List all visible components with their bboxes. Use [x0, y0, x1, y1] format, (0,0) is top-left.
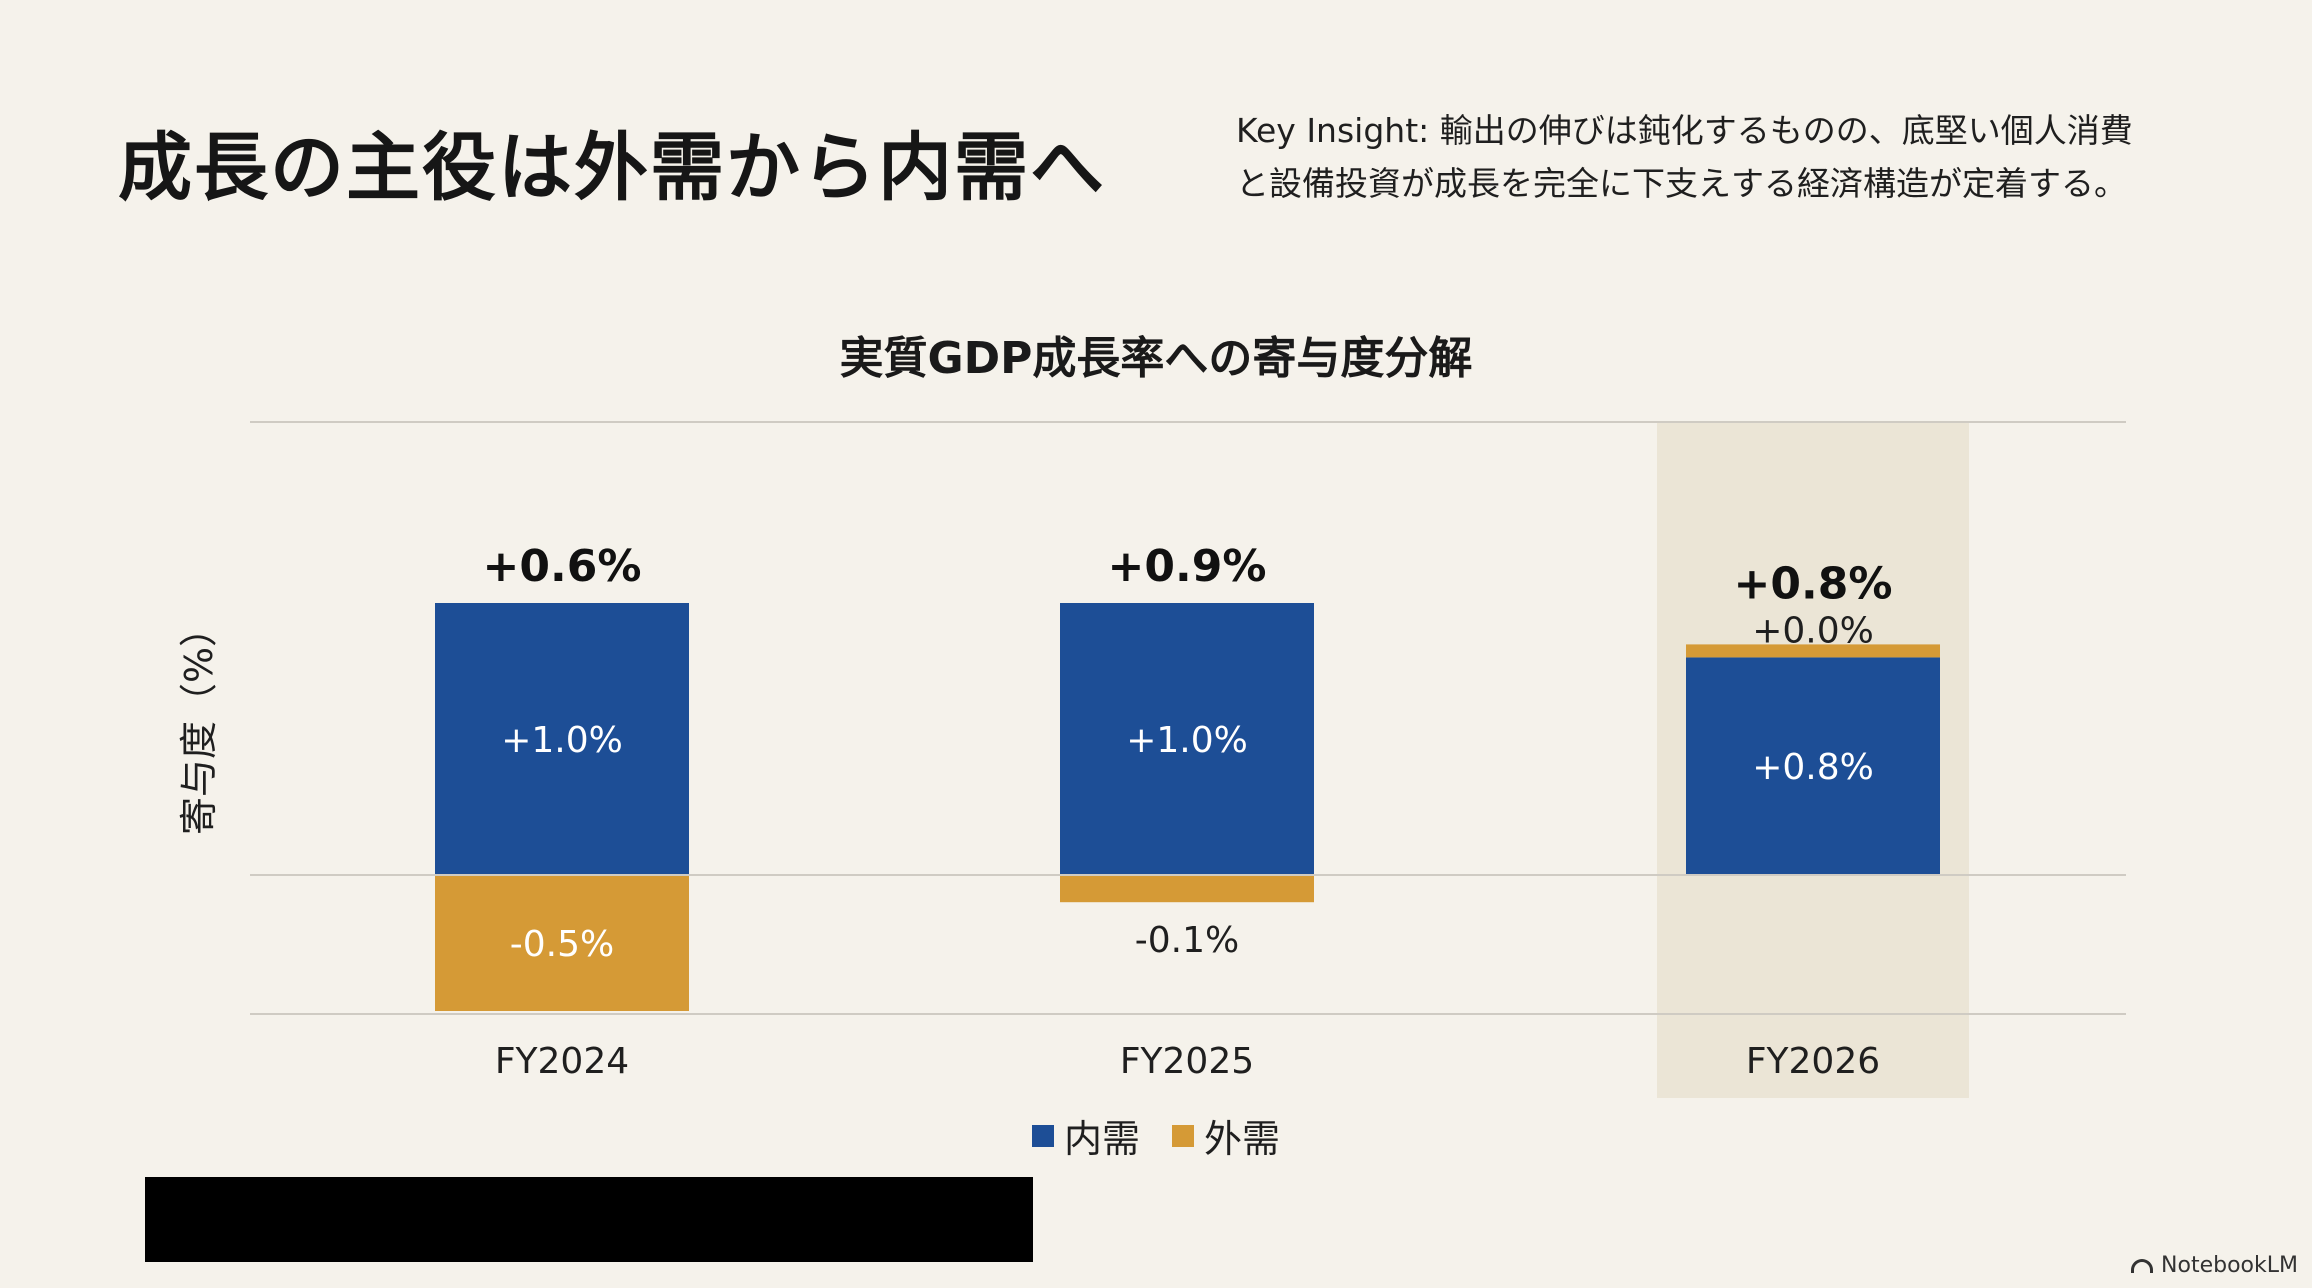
chart-legend: 内需 外需: [0, 1108, 2312, 1163]
data-label-external-fy2026: +0.0%: [1752, 610, 1874, 651]
data-label-domestic-fy2025: +1.0%: [1126, 720, 1248, 761]
redaction-block: [145, 1177, 1033, 1262]
data-label-domestic-fy2026: +0.8%: [1752, 747, 1874, 788]
x-tick-label-fy2024: FY2024: [495, 1041, 629, 1082]
notebooklm-logo-icon: [2131, 1258, 2154, 1273]
notebooklm-brand: NotebookLM: [2131, 1253, 2298, 1278]
key-insight-line-2: と設備投資が成長を完全に下支えする経済構造が定着する。: [1236, 164, 2127, 203]
chart-title: 実質GDP成長率への寄与度分解: [839, 333, 1473, 384]
key-insight-line-1: Key Insight: 輸出の伸びは鈍化するものの、底堅い個人消費: [1236, 111, 2133, 150]
x-tick-label-fy2026: FY2026: [1746, 1041, 1880, 1082]
slide-title: 成長の主役は外需から内需へ: [118, 125, 1106, 211]
total-label-fy2026: +0.8%: [1734, 558, 1893, 609]
legend-swatch-domestic: [1031, 1124, 1054, 1147]
total-label-fy2024: +0.6%: [483, 541, 642, 592]
y-axis-label: 寄与度（%）: [177, 609, 221, 835]
legend-item-external: 外需: [1172, 1108, 1280, 1163]
bar-domestic-fy2024: [435, 603, 689, 875]
bar-domestic-fy2025: [1060, 603, 1314, 875]
data-label-external-fy2025: -0.1%: [1135, 920, 1239, 961]
brand-label: NotebookLM: [2161, 1253, 2298, 1278]
bar-domestic-fy2026: [1686, 657, 1940, 875]
legend-label-external: 外需: [1204, 1117, 1281, 1161]
bar-external-fy2026: [1686, 644, 1940, 658]
bar-external-fy2024: [435, 875, 689, 1011]
data-label-external-fy2024: -0.5%: [510, 924, 614, 965]
legend-label-domestic: 内需: [1063, 1117, 1140, 1161]
key-insight: Key Insight: 輸出の伸びは鈍化するものの、底堅い個人消費 と設備投資…: [1236, 104, 2256, 210]
total-label-fy2025: +0.9%: [1108, 541, 1267, 592]
x-tick-label-fy2025: FY2025: [1120, 1041, 1254, 1082]
bar-external-fy2025: [1060, 875, 1314, 903]
data-label-domestic-fy2024: +1.0%: [501, 720, 623, 761]
legend-item-domestic: 内需: [1031, 1108, 1140, 1163]
legend-swatch-external: [1172, 1124, 1194, 1147]
